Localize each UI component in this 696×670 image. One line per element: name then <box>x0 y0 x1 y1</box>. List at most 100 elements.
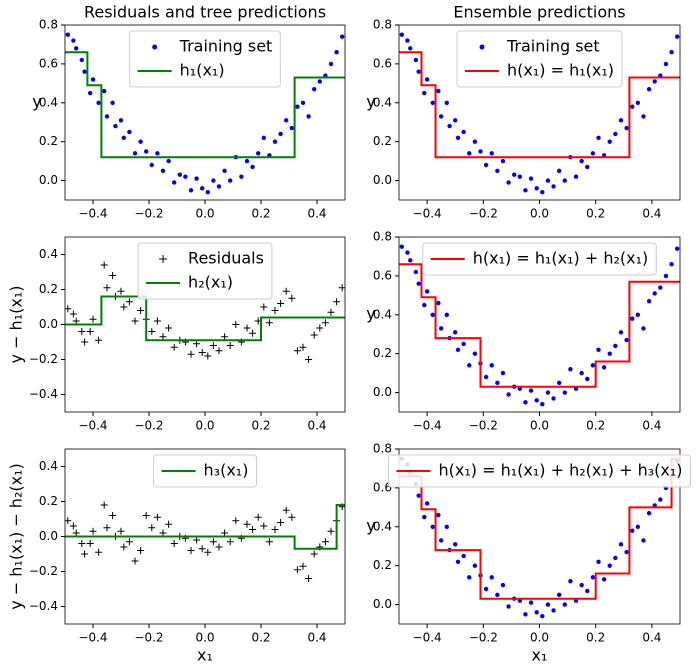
point <box>422 514 427 520</box>
point <box>110 100 115 105</box>
point <box>160 168 166 174</box>
x-tick-label: 0.4 <box>307 631 326 645</box>
point <box>674 246 680 251</box>
point <box>506 604 511 609</box>
point <box>467 575 472 580</box>
x-tick-label: 0.2 <box>586 207 605 221</box>
point <box>438 326 444 331</box>
point <box>424 501 430 506</box>
point <box>265 319 273 327</box>
x-tick-label: −0.2 <box>134 207 163 221</box>
point <box>137 307 145 314</box>
point <box>413 57 419 63</box>
x-tick-label: 0.0 <box>195 207 214 221</box>
point <box>205 190 210 195</box>
point <box>461 129 466 135</box>
point <box>478 149 483 154</box>
x-axis-label: x₁ <box>197 646 213 665</box>
point <box>399 244 405 249</box>
point <box>103 524 111 532</box>
y-tick-label: 0.2 <box>39 494 58 508</box>
point <box>138 139 143 144</box>
x-tick-label: −0.2 <box>469 419 498 433</box>
x-tick-label: −0.2 <box>134 419 163 433</box>
point <box>310 550 318 558</box>
point <box>472 139 478 144</box>
point <box>568 367 573 372</box>
point <box>624 549 629 555</box>
point <box>120 543 128 551</box>
point <box>198 349 206 356</box>
point <box>293 347 301 355</box>
x-tick-label: −0.4 <box>413 207 442 221</box>
point <box>209 538 217 546</box>
point <box>601 577 607 582</box>
point <box>153 513 161 521</box>
point <box>131 557 139 565</box>
y-tick-label: 0.8 <box>373 18 392 32</box>
y-tick-label: −0.4 <box>29 599 58 613</box>
legend-box <box>456 30 623 88</box>
point <box>271 307 279 314</box>
y-tick-label: 0.2 <box>373 558 392 572</box>
point <box>467 151 472 156</box>
point <box>495 592 500 598</box>
point <box>118 118 124 123</box>
point <box>74 46 79 51</box>
point <box>328 61 334 67</box>
subplot: −0.4 −0.2 0.0 0.2 0.4 0.0 0.2 0.4 0.6 0.8 x₁ y h(x₁)… <box>366 442 692 665</box>
point <box>646 510 652 516</box>
point <box>187 350 195 358</box>
point <box>613 343 618 349</box>
point <box>436 88 441 94</box>
point <box>250 164 255 170</box>
point <box>243 324 251 332</box>
x-tick-label: −0.2 <box>134 631 163 645</box>
point <box>89 315 97 323</box>
point <box>170 540 178 547</box>
point <box>282 506 290 514</box>
point <box>249 526 257 533</box>
point <box>424 289 430 294</box>
point <box>556 380 562 386</box>
point <box>652 291 657 296</box>
point <box>607 139 612 144</box>
point <box>467 363 472 368</box>
point <box>232 321 240 328</box>
point <box>483 374 489 380</box>
point <box>65 32 71 37</box>
point <box>630 104 635 109</box>
point <box>187 547 195 554</box>
y-axis-label: y <box>366 516 375 535</box>
point <box>333 298 341 306</box>
point <box>86 540 94 547</box>
point <box>305 356 313 363</box>
point <box>579 158 584 164</box>
point <box>624 125 629 131</box>
y-axis-label: y − h₁(x₁) <box>7 286 26 364</box>
y-tick-label: 0.6 <box>39 56 58 70</box>
point <box>596 347 601 352</box>
step-line <box>65 295 345 342</box>
point <box>338 284 345 292</box>
x-tick-label: 0.4 <box>642 631 661 645</box>
point <box>198 545 206 553</box>
point <box>540 402 545 407</box>
step-line <box>65 504 345 550</box>
point <box>144 149 149 154</box>
x-tick-label: 0.0 <box>195 419 214 433</box>
step-line <box>399 457 680 600</box>
point <box>669 50 674 55</box>
point <box>132 151 138 156</box>
point <box>551 396 556 401</box>
x-tick-label: −0.4 <box>78 207 107 221</box>
point <box>596 135 601 140</box>
point <box>221 333 229 341</box>
point <box>562 178 567 183</box>
point <box>226 342 234 349</box>
point <box>137 547 145 554</box>
y-tick-label: 0.6 <box>373 56 392 70</box>
axes-frame <box>64 24 346 201</box>
axes-frame <box>398 24 681 201</box>
